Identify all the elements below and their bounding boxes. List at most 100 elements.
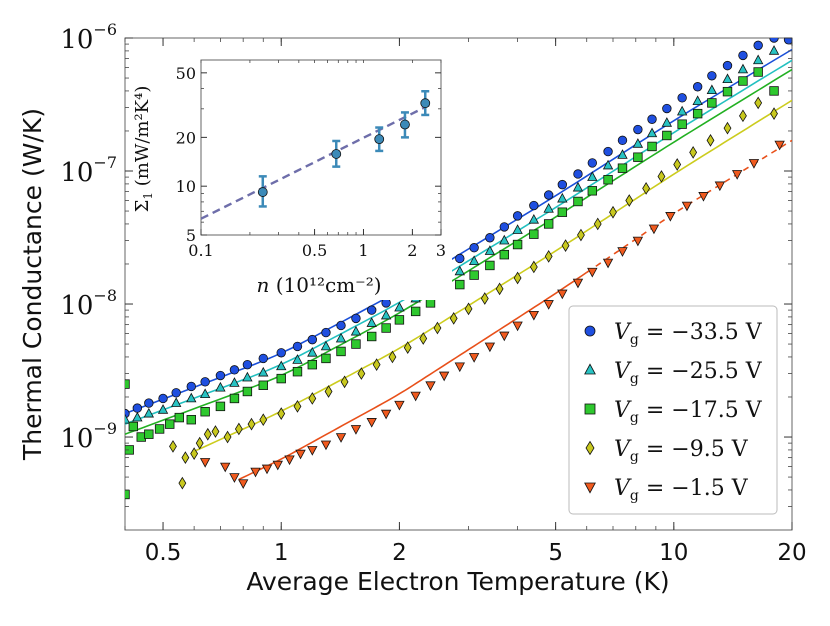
legend-value: = −17.5 V <box>639 398 763 423</box>
data-point-series-1-11 <box>276 360 287 371</box>
data-point-series-2-32 <box>529 229 539 239</box>
data-point-series-4-29 <box>602 258 614 269</box>
data-point-series-3-29 <box>561 239 570 252</box>
data-point-series-4-13 <box>366 418 377 428</box>
data-point-series-2-40 <box>647 141 657 152</box>
inset-fit-line <box>201 103 432 220</box>
inset-y-tick-label: 5 <box>186 226 196 245</box>
data-point-series-2-11 <box>215 401 226 412</box>
data-point-series-4-1 <box>220 462 231 473</box>
legend-label-4: Vg = −1.5 V <box>614 476 749 504</box>
legend-label-2: Vg = −17.5 V <box>614 398 763 426</box>
data-point-series-3-17 <box>372 358 381 372</box>
inset-x-axis-label: n (10¹²cm⁻²) <box>256 273 381 297</box>
legend-sub: g <box>630 449 639 465</box>
data-point-series-0-4 <box>171 388 181 398</box>
inset-y-tick-label: 10 <box>176 177 196 196</box>
data-point-series-2-46 <box>738 76 748 86</box>
data-point-series-2-14 <box>258 380 268 390</box>
data-point-series-3-13 <box>308 392 317 405</box>
data-point-series-3-9 <box>247 417 256 431</box>
inset-x-tick-label: 0.5 <box>302 241 327 260</box>
data-point-series-3-23 <box>464 302 473 316</box>
data-point-series-3-11 <box>277 407 286 420</box>
y-axis-label: Thermal Conductance (W/K) <box>18 108 47 461</box>
data-point-series-0-23 <box>455 253 465 264</box>
data-point-series-4-31 <box>632 236 644 247</box>
data-point-series-1-39 <box>692 95 703 106</box>
data-point-series-3-27 <box>529 260 538 274</box>
data-point-series-4-25 <box>543 300 554 310</box>
data-point-series-2-34 <box>557 207 568 217</box>
data-point-series-3-30 <box>577 228 585 242</box>
data-point-series-4-11 <box>335 433 347 443</box>
data-point-series-3-3 <box>190 447 199 461</box>
data-point-series-0-12 <box>292 341 303 352</box>
inset-data-point-3 <box>400 119 410 130</box>
data-point-series-4-39 <box>774 140 785 151</box>
data-point-series-4-23 <box>512 321 523 332</box>
main-data-points <box>125 38 792 500</box>
data-point-series-0-30 <box>557 179 568 190</box>
data-point-series-4-32 <box>648 224 660 235</box>
data-point-series-0-37 <box>662 103 672 114</box>
data-point-series-0-3 <box>158 393 168 404</box>
data-point-series-1-32 <box>587 171 598 181</box>
data-point-series-1-31 <box>572 181 584 192</box>
data-point-series-0-8 <box>229 365 240 375</box>
data-point-series-4-24 <box>528 310 540 321</box>
data-point-series-0-38 <box>677 93 687 103</box>
data-point-series-3-42 <box>770 107 778 120</box>
data-point-series-1-17 <box>366 317 377 327</box>
legend-value: = −33.5 V <box>639 320 763 345</box>
data-point-series-4-5 <box>261 464 273 475</box>
data-point-series-2-30 <box>499 249 509 260</box>
data-point-series-1-7 <box>215 381 226 392</box>
data-point-series-0-16 <box>351 313 361 324</box>
data-point-series-4-30 <box>617 247 628 257</box>
data-point-series-4-16 <box>410 391 421 402</box>
data-point-series-1-1 <box>132 411 143 422</box>
data-point-series-0-40 <box>707 71 717 81</box>
legend-var: V <box>614 359 632 384</box>
data-point-series-3-28 <box>544 250 553 263</box>
data-point-series-4-8 <box>295 449 306 460</box>
legend-sub: g <box>630 488 639 504</box>
data-point-series-1-24 <box>468 255 480 266</box>
data-point-series-2-12 <box>229 393 240 404</box>
legend-label-0: Vg = −33.5 V <box>614 320 763 348</box>
data-point-series-3-14 <box>324 385 333 398</box>
data-point-series-4-33 <box>665 212 676 222</box>
data-point-series-2-33 <box>543 219 554 229</box>
data-point-series-0-29 <box>543 190 554 200</box>
data-point-series-3-24 <box>480 292 489 305</box>
data-point-series-2-8 <box>174 412 184 423</box>
data-point-series-4-36 <box>714 181 726 192</box>
inset-axis-ticks: 0.1 0.5 1 2 3 5 10 20 50 <box>176 60 446 260</box>
data-point-series-2-42 <box>677 119 687 129</box>
data-point-series-1-14 <box>320 340 332 351</box>
y-tick-mantissa: 10 <box>60 291 93 321</box>
data-point-series-3-21 <box>433 321 442 335</box>
data-point-series-0-24 <box>469 243 479 253</box>
data-point-series-0-41 <box>722 60 733 71</box>
inset-fit-dashed <box>201 103 432 220</box>
y-tick-mantissa: 10 <box>60 25 93 55</box>
data-point-series-2-43 <box>692 108 703 119</box>
y-tick-label: 10−6 <box>60 20 117 55</box>
data-point-series-2-44 <box>707 98 717 108</box>
data-point-series-4-35 <box>698 192 709 202</box>
data-point-series-2-31 <box>512 239 523 250</box>
data-point-series-0-1 <box>132 403 143 413</box>
data-point-series-4-38 <box>748 159 760 169</box>
data-point-series-3-38 <box>706 134 715 147</box>
data-point-series-0-26 <box>499 222 509 232</box>
x-tick-label: 2 <box>392 540 407 566</box>
inset-y-tick-label: 20 <box>176 128 196 147</box>
data-point-series-0-7 <box>215 370 226 381</box>
data-point-series-2-5 <box>144 429 154 439</box>
data-point-series-2-23 <box>394 315 405 325</box>
data-point-series-3-4 <box>195 436 204 450</box>
inset-y-var: Σ <box>132 200 153 213</box>
